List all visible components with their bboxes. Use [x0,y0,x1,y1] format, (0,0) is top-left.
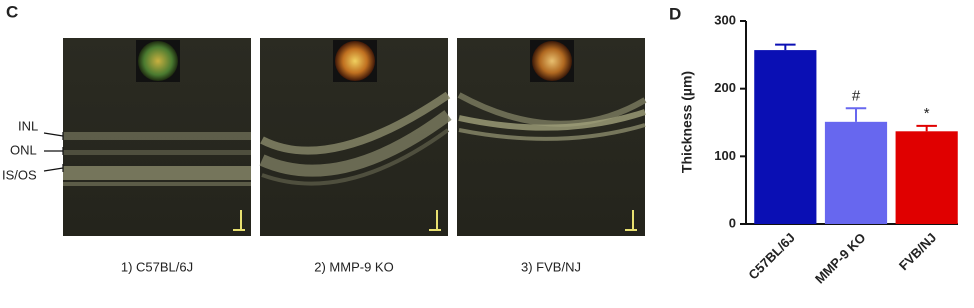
layer-label: INL [18,118,38,133]
bar [895,131,958,224]
oct-image [259,38,452,236]
y-tick-label: 300 [714,12,736,27]
y-tick-label: 0 [729,215,736,230]
image-caption: 2) MMP-9 KO [314,259,393,274]
bar [824,121,888,224]
x-tick-label: C57BL/6J [745,230,798,283]
layer-pointers [43,132,64,172]
image-caption: 1) C57BL/6J [121,259,193,274]
panel-label: C [6,2,18,21]
oct-image [457,38,647,236]
bar-chart: 0 100 200 300 C57BL/6J # MMP-9 KO * FVB/NJ [714,12,958,287]
y-axis-label: Thickness (µm) [679,71,695,173]
y-tick-label: 100 [714,148,736,163]
layer-label: IS/OS [2,167,37,182]
oct-image [63,38,251,236]
significance-marker: * [924,105,930,122]
layer-label: ONL [10,142,37,157]
significance-marker: # [852,87,861,104]
image-caption: 3) FVB/NJ [521,259,581,274]
bar [754,50,817,225]
panel-label: D [669,4,681,23]
y-tick-label: 200 [714,80,736,95]
x-tick-label: MMP-9 KO [812,230,869,287]
x-tick-label: FVB/NJ [896,230,939,273]
